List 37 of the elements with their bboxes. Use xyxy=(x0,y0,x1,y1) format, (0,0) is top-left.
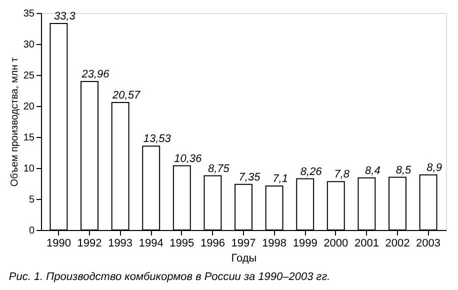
x-tick-label: 2001 xyxy=(354,238,379,250)
data-label: 8,26 xyxy=(300,166,323,178)
y-tick-label: 35 xyxy=(23,8,35,20)
x-tick-label: 1990 xyxy=(46,238,71,250)
data-label: 7,1 xyxy=(272,172,288,185)
y-tick-label: 0 xyxy=(28,226,35,236)
x-tick-label: 1999 xyxy=(292,238,318,250)
y-tick-label: 5 xyxy=(28,194,35,206)
x-tick-label: 1996 xyxy=(200,238,225,250)
data-label: 10,36 xyxy=(174,152,203,165)
data-label: 7,8 xyxy=(334,168,350,181)
y-tick-label: 30 xyxy=(23,40,35,50)
x-tick-label: 2002 xyxy=(385,238,410,250)
data-label: 8,9 xyxy=(426,162,442,174)
x-tick-label: 1997 xyxy=(231,238,256,250)
data-label: 8,5 xyxy=(396,164,412,176)
x-tick-label: 1993 xyxy=(108,238,133,250)
data-label: 8,4 xyxy=(365,164,380,177)
data-label: 33,3 xyxy=(54,10,76,23)
text: Рис. 1. Производство комбикормов в России за 1990–2003 гг. xyxy=(8,271,330,283)
data-label: 8,75 xyxy=(208,162,230,175)
data-label: 7,35 xyxy=(238,171,262,184)
y-axis-title: Объем производства, млн т xyxy=(9,56,20,187)
data-label: 13,53 xyxy=(143,133,172,146)
y-tick-label: 10 xyxy=(23,164,35,174)
y-tick-label: 20 xyxy=(23,102,35,112)
y-tick-label: 25 xyxy=(23,70,35,82)
x-axis-title: Годы xyxy=(231,252,257,264)
x-tick-label: 1992 xyxy=(77,238,102,250)
data-label: 23,96 xyxy=(80,68,110,80)
x-tick-label: 2003 xyxy=(416,238,441,250)
x-tick-label: 2000 xyxy=(324,238,348,250)
x-tick-label: 1998 xyxy=(262,238,287,250)
x-tick-label: 1994 xyxy=(138,238,164,250)
y-tick-label: 15 xyxy=(23,132,35,144)
data-label: 20,57 xyxy=(112,89,141,102)
x-tick-label: 1995 xyxy=(170,238,194,250)
